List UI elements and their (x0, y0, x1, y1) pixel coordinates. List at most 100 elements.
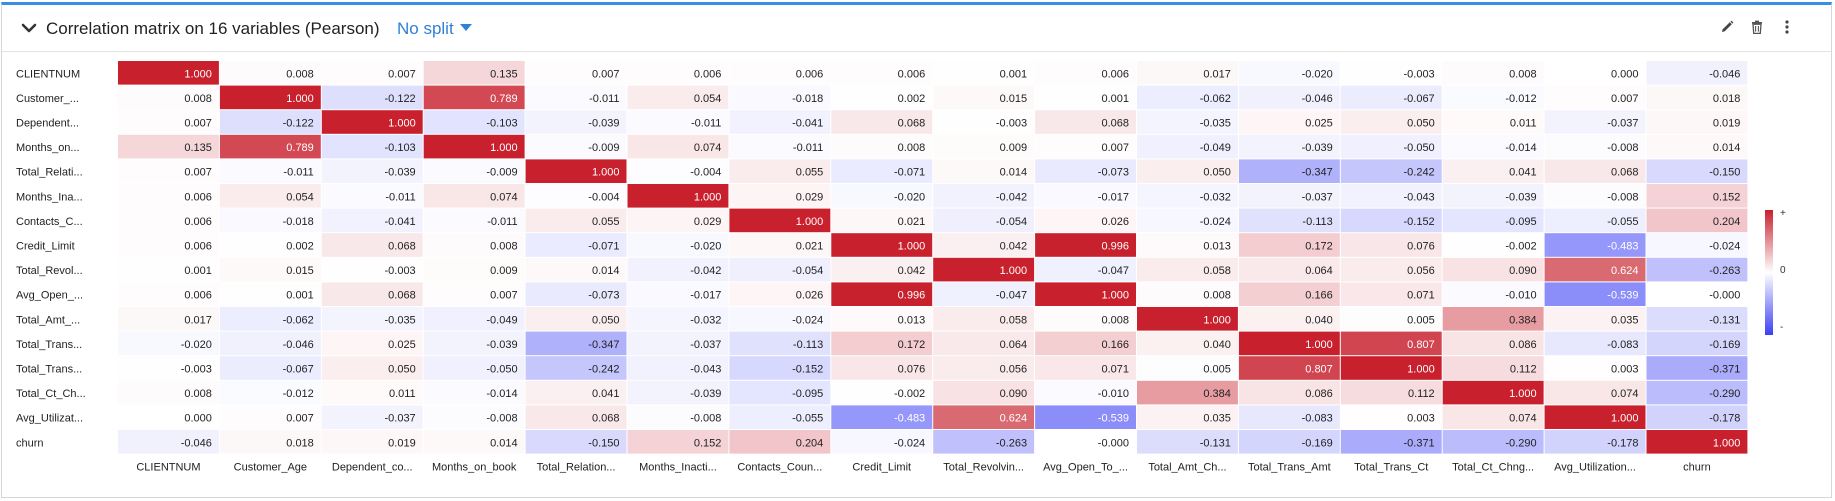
heatmap-cell-value: 0.050 (1407, 118, 1435, 130)
heatmap-cell-value: -0.347 (588, 339, 619, 351)
heatmap-cell-value: 0.035 (1611, 314, 1639, 326)
heatmap-cell (831, 110, 933, 134)
heatmap-cell-value: 0.172 (898, 339, 926, 351)
heatmap-cell (933, 331, 1035, 356)
heatmap-cell (627, 85, 729, 110)
heatmap-cell-value: -0.054 (996, 216, 1027, 228)
heatmap-cell-value: 0.074 (1509, 413, 1537, 425)
heatmap-cell (1544, 282, 1646, 306)
heatmap-cell-value: 0.006 (694, 68, 722, 80)
heatmap-cell (219, 380, 321, 405)
heatmap-cell (729, 257, 831, 282)
heatmap-cell-value: 0.384 (1203, 388, 1231, 400)
column-label: Total_Amt_Ch... (1148, 462, 1226, 474)
heatmap-cell-value: 0.071 (1407, 290, 1435, 302)
heatmap-cell (1544, 331, 1646, 356)
heatmap-cell (729, 134, 831, 159)
heatmap-cell-value: 0.996 (1101, 241, 1129, 253)
heatmap-cell-value: 0.015 (286, 265, 314, 277)
heatmap-cell (627, 110, 729, 134)
heatmap-cell-value: -0.011 (589, 93, 619, 105)
heatmap-cell (118, 159, 219, 183)
chevron-down-icon[interactable] (20, 19, 38, 37)
heatmap-cell-value: -0.290 (1709, 388, 1740, 400)
heatmap-cell (1646, 430, 1748, 454)
heatmap-cell-value: 0.008 (898, 142, 926, 154)
heatmap-cell (321, 257, 423, 282)
heatmap-cell-value: 0.056 (1000, 364, 1028, 376)
heatmap-cell-value: -0.290 (1505, 437, 1536, 449)
heatmap-cell-value: -0.095 (1505, 216, 1536, 228)
heatmap-cell (1544, 356, 1646, 380)
trash-icon[interactable] (1749, 19, 1765, 35)
heatmap-cell (219, 110, 321, 134)
heatmap-cell (423, 331, 525, 356)
heatmap-cell-value: -0.002 (1505, 241, 1536, 253)
heatmap-cell (1137, 282, 1238, 306)
heatmap-cell (1442, 184, 1544, 208)
heatmap-cell (627, 184, 729, 208)
heatmap-cell-value: 1.000 (490, 142, 518, 154)
heatmap-cell-value: 0.019 (1713, 118, 1741, 130)
heatmap-cell-value: 0.135 (184, 142, 212, 154)
heatmap-cell-value: -0.039 (690, 388, 721, 400)
heatmap-cell-value: 0.064 (1305, 265, 1333, 277)
row-label: churn (16, 437, 44, 449)
heatmap-cell (321, 159, 423, 183)
heatmap-cell-value: 0.050 (388, 364, 416, 376)
heatmap-cell-value: -0.008 (1607, 191, 1638, 203)
heatmap-cell (831, 282, 933, 306)
heatmap-cell-value: -0.039 (486, 339, 517, 351)
more-vertical-icon[interactable] (1779, 19, 1795, 35)
heatmap-cell (118, 430, 219, 454)
heatmap-cell-value: -0.039 (384, 167, 415, 179)
heatmap-cell-value: 0.006 (184, 216, 212, 228)
heatmap-cell-value: -0.035 (1200, 118, 1231, 130)
heatmap-cell (1646, 257, 1748, 282)
heatmap-cell-value: -0.122 (384, 93, 415, 105)
pencil-icon[interactable] (1719, 19, 1735, 35)
heatmap-cell-value: 1.000 (1509, 388, 1537, 400)
heatmap-cell-value: 0.076 (898, 364, 926, 376)
heatmap-cell-value: 0.000 (184, 413, 212, 425)
heatmap-cell (627, 257, 729, 282)
heatmap-cell-value: -0.009 (588, 142, 619, 154)
split-dropdown[interactable]: No split (397, 19, 472, 39)
column-label: Avg_Open_To_... (1043, 462, 1128, 474)
heatmap-cell-value: 0.008 (1509, 68, 1537, 80)
heatmap-cell-value: 0.006 (184, 290, 212, 302)
heatmap-cell-value: -0.169 (1709, 339, 1740, 351)
heatmap-cell (1544, 110, 1646, 134)
heatmap-cell-value: 0.019 (388, 437, 416, 449)
heatmap-cell (831, 184, 933, 208)
heatmap-cell (831, 257, 933, 282)
heatmap-cell-value: -0.024 (894, 437, 925, 449)
heatmap-cell (933, 110, 1035, 134)
heatmap-cell (1646, 356, 1748, 380)
heatmap-cell-value: 0.074 (694, 142, 722, 154)
heatmap-cell (1035, 61, 1136, 85)
heatmap-cell-value: -0.014 (1505, 142, 1536, 154)
heatmap-cell (729, 85, 831, 110)
heatmap-cell-value: -0.035 (384, 314, 415, 326)
heatmap-cell (627, 233, 729, 257)
heatmap-cell-value: -0.046 (1302, 93, 1333, 105)
row-label: CLIENTNUM (16, 68, 80, 80)
heatmap-cell-value: -0.054 (792, 265, 823, 277)
heatmap-cell (1340, 356, 1442, 380)
heatmap-cell-value: 0.007 (184, 167, 212, 179)
heatmap-cell (423, 380, 525, 405)
heatmap-cell-value: 0.006 (796, 68, 824, 80)
heatmap-cell-value: 0.807 (1305, 364, 1333, 376)
heatmap-cell-value: 0.041 (592, 388, 620, 400)
row-label: Avg_Open_... (16, 290, 83, 302)
heatmap-cell (1442, 380, 1544, 405)
column-label: churn (1683, 462, 1711, 474)
heatmap-cell-value: -0.042 (690, 265, 721, 277)
heatmap-cell (1035, 134, 1136, 159)
heatmap-cell (1442, 356, 1544, 380)
heatmap-cell-value: -0.009 (486, 167, 517, 179)
heatmap-cell (933, 282, 1035, 306)
heatmap-cell (525, 85, 627, 110)
heatmap-cell (1035, 282, 1136, 306)
